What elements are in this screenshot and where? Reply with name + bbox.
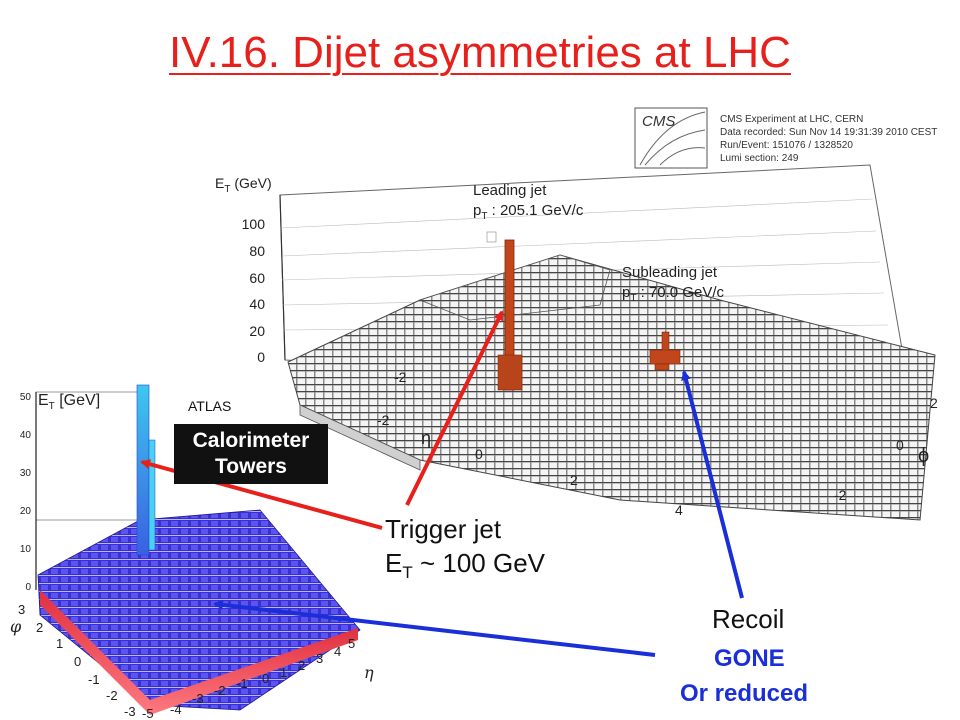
cms-info-line: CMS Experiment at LHC, CERN bbox=[720, 114, 863, 125]
recoil-arrow-cms bbox=[681, 370, 744, 599]
atlas-eta-tick: 5 bbox=[348, 636, 355, 651]
cms-z-tick: 100 bbox=[242, 216, 266, 232]
atlas-z-tick: 50 bbox=[20, 392, 32, 403]
cms-eta-label: η bbox=[421, 428, 431, 448]
cms-z-ticks: 100 80 60 40 20 0 bbox=[242, 216, 266, 365]
cms-subleading-jet-cluster bbox=[649, 331, 681, 371]
cms-z-axis-label: ET (GeV) bbox=[215, 175, 272, 195]
atlas-tag: ATLAS bbox=[188, 398, 232, 414]
recoil-arrow-atlas bbox=[213, 599, 656, 657]
atlas-phi-tick: 3 bbox=[18, 602, 25, 617]
atlas-phi-axis: 3 2 1 0 -1 -2 -3 φ bbox=[10, 602, 136, 719]
atlas-phi-tick: -1 bbox=[88, 672, 100, 687]
cms-z-tick: 40 bbox=[249, 296, 265, 312]
atlas-lego-plot: ET [GeV] 50 40 30 20 10 0 3 2 1 0 -1 -2 … bbox=[10, 384, 374, 720]
atlas-z-tick: 20 bbox=[20, 506, 32, 517]
atlas-eta-tick: 2 bbox=[298, 658, 305, 673]
cms-phi-tick: -2 bbox=[834, 487, 847, 503]
atlas-side-edge bbox=[150, 628, 358, 715]
cms-left-phi-tick: -2 bbox=[394, 369, 407, 385]
cms-lego-plot: CMS CMS Experiment at LHC, CERN Data rec… bbox=[215, 107, 938, 521]
trigger-jet-line2: ET ~ 100 GeV bbox=[385, 548, 545, 583]
atlas-z-tick: 10 bbox=[20, 544, 32, 555]
atlas-eta-tick: -4 bbox=[170, 702, 182, 717]
leading-jet-pt: pT : 205.1 GeV/c bbox=[473, 202, 584, 222]
atlas-tower-field bbox=[37, 509, 361, 711]
trigger-arrow-cms bbox=[405, 310, 504, 506]
cms-leading-jet-spike bbox=[486, 231, 523, 391]
atlas-phi-tick: -2 bbox=[106, 688, 118, 703]
atlas-eta-tick: -5 bbox=[142, 706, 154, 720]
atlas-eta-tick: 1 bbox=[280, 665, 287, 680]
cms-eta-tick: -2 bbox=[377, 412, 390, 428]
calo-box-line2: Towers bbox=[215, 455, 287, 478]
atlas-eta-axis: -5 -4 -3 -2 -1 0 1 2 3 4 5 η bbox=[142, 636, 374, 720]
gone-label: GONE bbox=[714, 645, 785, 672]
atlas-front-edge bbox=[40, 590, 150, 715]
atlas-z-axis-label: ET [GeV] bbox=[38, 392, 100, 412]
cms-z-tick: 0 bbox=[257, 349, 265, 365]
atlas-phi-tick: -3 bbox=[124, 704, 136, 719]
slide-title: IV.16. Dijet asymmetries at LHC bbox=[169, 28, 791, 77]
leading-jet-title: Leading jet bbox=[473, 182, 547, 199]
cms-eta-tick: 0 bbox=[475, 446, 483, 462]
or-reduced-label: Or reduced bbox=[680, 680, 809, 707]
calo-box-line1: Calorimeter bbox=[192, 429, 310, 452]
atlas-z-tick: 0 bbox=[25, 582, 31, 593]
cms-info-line: Run/Event: 151076 / 1328520 bbox=[720, 140, 853, 151]
atlas-trigger-peak bbox=[136, 384, 150, 556]
atlas-z-ticks: 50 40 30 20 10 0 bbox=[20, 392, 32, 593]
cms-logo-text: CMS bbox=[642, 113, 675, 130]
atlas-eta-tick: 3 bbox=[316, 651, 323, 666]
cms-phi-tick: 2 bbox=[930, 395, 938, 411]
cms-info-block: CMS Experiment at LHC, CERN Data recorde… bbox=[720, 114, 937, 164]
recoil-label: Recoil bbox=[712, 604, 785, 634]
atlas-z-tick: 30 bbox=[20, 468, 32, 479]
subleading-jet-pt: pT : 70.0 GeV/c bbox=[622, 284, 724, 304]
cms-logo: CMS bbox=[634, 107, 708, 169]
calorimeter-towers-box: Calorimeter Towers bbox=[174, 424, 328, 484]
atlas-phi-tick: 0 bbox=[74, 654, 81, 669]
cms-z-tick: 80 bbox=[249, 243, 265, 259]
cms-eta-tick: 2 bbox=[570, 472, 578, 488]
atlas-eta-label: η bbox=[364, 663, 374, 682]
subleading-jet-title: Subleading jet bbox=[622, 264, 718, 281]
cms-subleading-jet-label: Subleading jet pT : 70.0 GeV/c bbox=[622, 264, 724, 304]
cms-phi-tick: 0 bbox=[896, 437, 904, 453]
atlas-eta-tick: 4 bbox=[334, 644, 341, 659]
atlas-trigger-peak-side bbox=[148, 439, 156, 551]
atlas-eta-tick: -2 bbox=[214, 683, 226, 698]
cms-eta-axis: -2 0 2 4 η bbox=[377, 412, 683, 518]
atlas-eta-tick: -3 bbox=[192, 691, 204, 706]
atlas-z-tick: 40 bbox=[20, 430, 32, 441]
cms-z-axis bbox=[279, 194, 286, 361]
cms-z-tick: 60 bbox=[249, 270, 265, 286]
cms-info-line: Data recorded: Sun Nov 14 19:31:39 2010 … bbox=[720, 127, 937, 138]
cms-phi-axis: 2 0 -2 ϕ -2 bbox=[394, 369, 938, 503]
atlas-phi-tick: 2 bbox=[36, 620, 43, 635]
atlas-eta-tick: -1 bbox=[236, 676, 248, 691]
cms-leading-jet-label: Leading jet pT : 205.1 GeV/c bbox=[473, 182, 584, 222]
cms-phi-label: ϕ bbox=[918, 445, 929, 467]
trigger-jet-annotation: Trigger jet ET ~ 100 GeV bbox=[385, 512, 545, 590]
cms-front-face bbox=[299, 404, 421, 471]
cms-ridge bbox=[418, 254, 611, 321]
cms-eta-tick: 4 bbox=[675, 502, 683, 518]
cms-info-line: Lumi section: 249 bbox=[720, 153, 799, 164]
trigger-jet-line1: Trigger jet bbox=[385, 514, 502, 544]
cms-z-tick: 20 bbox=[249, 323, 265, 339]
atlas-phi-tick: 1 bbox=[56, 636, 63, 651]
atlas-phi-label: φ bbox=[10, 617, 22, 636]
atlas-eta-tick: 0 bbox=[262, 671, 269, 686]
